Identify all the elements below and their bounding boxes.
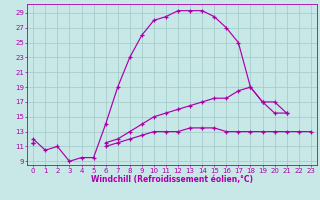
X-axis label: Windchill (Refroidissement éolien,°C): Windchill (Refroidissement éolien,°C) — [91, 175, 253, 184]
